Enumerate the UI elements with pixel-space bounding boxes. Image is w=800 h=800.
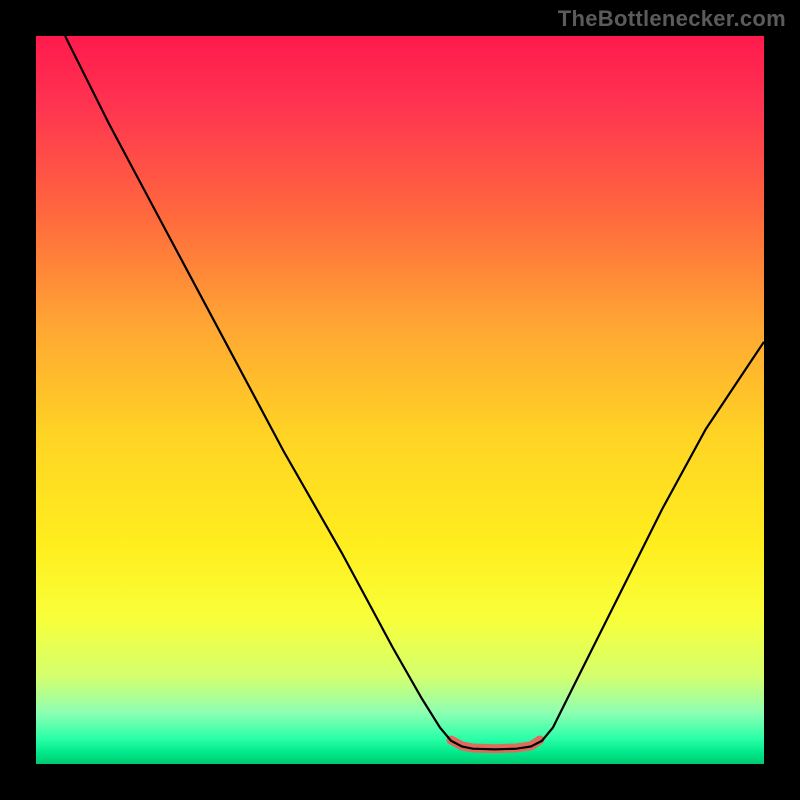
watermark-text: TheBottlenecker.com <box>558 6 786 32</box>
chart-frame: TheBottlenecker.com <box>0 0 800 800</box>
plot-background <box>36 36 764 764</box>
bottleneck-chart <box>0 0 800 800</box>
